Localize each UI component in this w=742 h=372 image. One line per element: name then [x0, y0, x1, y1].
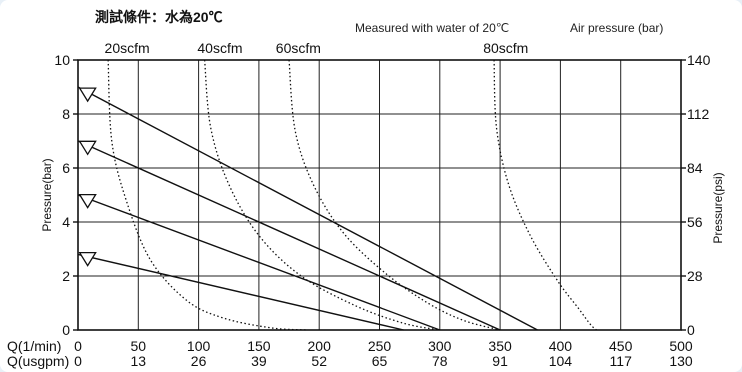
y-axis-label-left: Pressure(bar) [40, 158, 54, 231]
x-tick-label-lpm: 400 [549, 338, 573, 354]
x-tick-label-usgpm: 13 [131, 353, 147, 369]
x-tick-label-usgpm: 39 [251, 353, 267, 369]
y-tick-label-bar: 8 [62, 106, 70, 122]
x-tick-label-usgpm: 0 [74, 353, 82, 369]
grid [78, 60, 681, 330]
x-tick-label-usgpm: 78 [432, 353, 448, 369]
x-tick-label-lpm: 300 [428, 338, 452, 354]
x-tick-label-lpm: 150 [247, 338, 271, 354]
x-tick-label-usgpm: 130 [669, 353, 693, 369]
air-pressure-label: Air pressure (bar) [570, 21, 663, 35]
x-tick-label-lpm: 50 [131, 338, 147, 354]
plot-frame [77, 59, 682, 331]
air-pressure-marker [78, 87, 97, 103]
air-pressure-marker [78, 251, 97, 267]
air-consumption-curve [288, 59, 501, 331]
x-tick-label-lpm: 450 [609, 338, 633, 354]
air-consumption-label: 80scfm [483, 40, 528, 56]
x-axis-label-usgpm: Q(usgpm) [7, 353, 69, 369]
y-tick-label-psi: 140 [687, 52, 711, 68]
y-axis-label-right: Pressure(psi) [711, 172, 725, 243]
air-consumption-label: 40scfm [197, 40, 242, 56]
y-tick-label-psi: 0 [687, 322, 695, 338]
y-tick-label-psi: 112 [687, 106, 710, 122]
air-pressure-line [77, 253, 404, 331]
y-tick-label-bar: 0 [62, 322, 70, 338]
x-tick-label-lpm: 200 [308, 338, 332, 354]
x-tick-label-lpm: 250 [368, 338, 392, 354]
x-tick-label-usgpm: 26 [191, 353, 207, 369]
x-tick-label-lpm: 100 [187, 338, 211, 354]
x-tick-label-lpm: 0 [74, 338, 82, 354]
x-axis-label-lpm: Q(1/min) [7, 338, 61, 354]
air-consumption-curve [107, 59, 308, 331]
y-tick-label-psi: 28 [687, 268, 703, 284]
air-pressure-lines [77, 86, 538, 331]
chart-title-en: Measured with water of 20℃ [355, 21, 509, 35]
air-pressure-line [77, 86, 538, 331]
axis-ticks: 0050131002615039200522506530078350914001… [54, 40, 710, 369]
x-tick-label-usgpm: 65 [372, 353, 388, 369]
x-tick-label-usgpm: 91 [492, 353, 508, 369]
air-consumption-curves [107, 59, 598, 331]
x-tick-label-usgpm: 52 [311, 353, 327, 369]
y-tick-label-bar: 4 [62, 214, 70, 230]
air-pressure-marker [78, 193, 97, 209]
air-consumption-label: 20scfm [105, 40, 150, 56]
air-consumption-curve [493, 59, 598, 331]
y-tick-label-bar: 2 [62, 268, 70, 284]
air-consumption-curve [203, 59, 440, 331]
x-tick-label-usgpm: 104 [549, 353, 573, 369]
x-tick-label-lpm: 500 [669, 338, 693, 354]
air-pressure-line [77, 194, 441, 331]
y-tick-label-bar: 6 [62, 160, 70, 176]
y-tick-label-psi: 84 [687, 160, 703, 176]
x-tick-label-lpm: 350 [488, 338, 512, 354]
chart-title-cn: 測試條件：水為20℃ [95, 9, 223, 25]
y-tick-label-bar: 10 [54, 52, 70, 68]
x-tick-label-usgpm: 117 [610, 353, 633, 369]
air-pressure-marker [78, 140, 97, 156]
air-consumption-label: 60scfm [276, 40, 321, 56]
air-pressure-line [77, 140, 501, 331]
y-tick-label-psi: 56 [687, 214, 703, 230]
